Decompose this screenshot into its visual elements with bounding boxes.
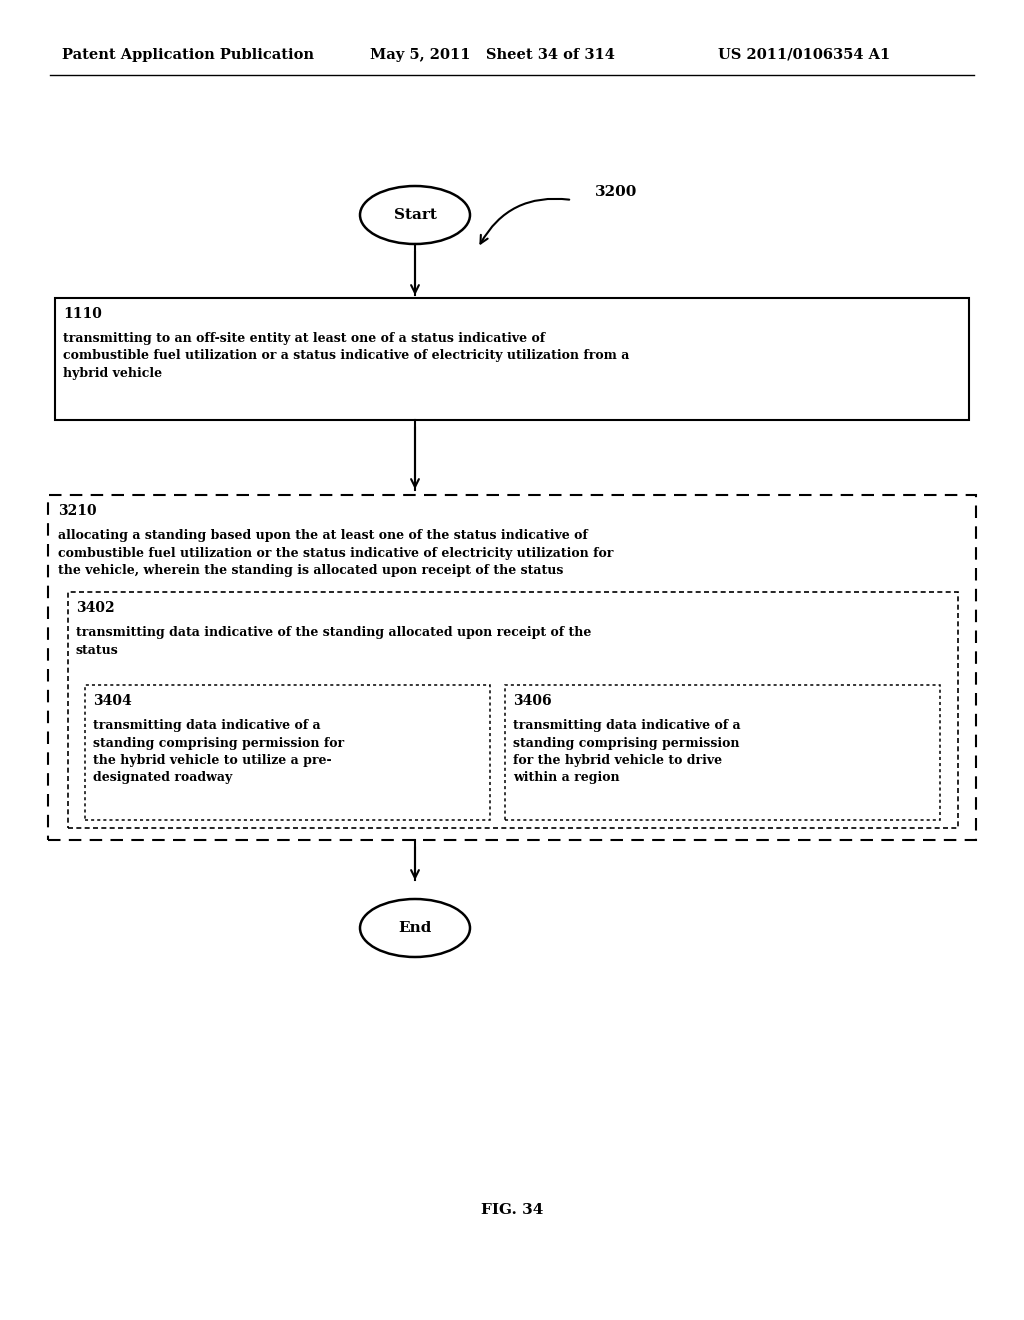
Bar: [85, 685, 490, 820]
FancyArrowPatch shape: [480, 199, 569, 243]
Text: FIG. 34: FIG. 34: [481, 1203, 543, 1217]
Bar: [48, 495, 976, 840]
Text: 1110: 1110: [63, 308, 101, 321]
Bar: [505, 685, 940, 820]
Text: End: End: [398, 921, 432, 935]
Text: transmitting data indicative of a
standing comprising permission for
the hybrid : transmitting data indicative of a standi…: [93, 719, 344, 784]
Bar: [55, 298, 969, 420]
Text: transmitting to an off-site entity at least one of a status indicative of
combus: transmitting to an off-site entity at le…: [63, 333, 630, 380]
Text: US 2011/0106354 A1: US 2011/0106354 A1: [718, 48, 890, 62]
Text: Start: Start: [393, 209, 436, 222]
Text: 3406: 3406: [513, 694, 552, 708]
Text: allocating a standing based upon the at least one of the status indicative of
co: allocating a standing based upon the at …: [58, 529, 613, 577]
Text: 3210: 3210: [58, 504, 96, 517]
Text: 3200: 3200: [595, 185, 637, 199]
Text: Patent Application Publication: Patent Application Publication: [62, 48, 314, 62]
Text: transmitting data indicative of a
standing comprising permission
for the hybrid : transmitting data indicative of a standi…: [513, 719, 740, 784]
Text: May 5, 2011   Sheet 34 of 314: May 5, 2011 Sheet 34 of 314: [370, 48, 614, 62]
Bar: [68, 591, 958, 828]
Text: 3404: 3404: [93, 694, 132, 708]
Text: 3402: 3402: [76, 601, 115, 615]
Text: transmitting data indicative of the standing allocated upon receipt of the
statu: transmitting data indicative of the stan…: [76, 626, 592, 656]
